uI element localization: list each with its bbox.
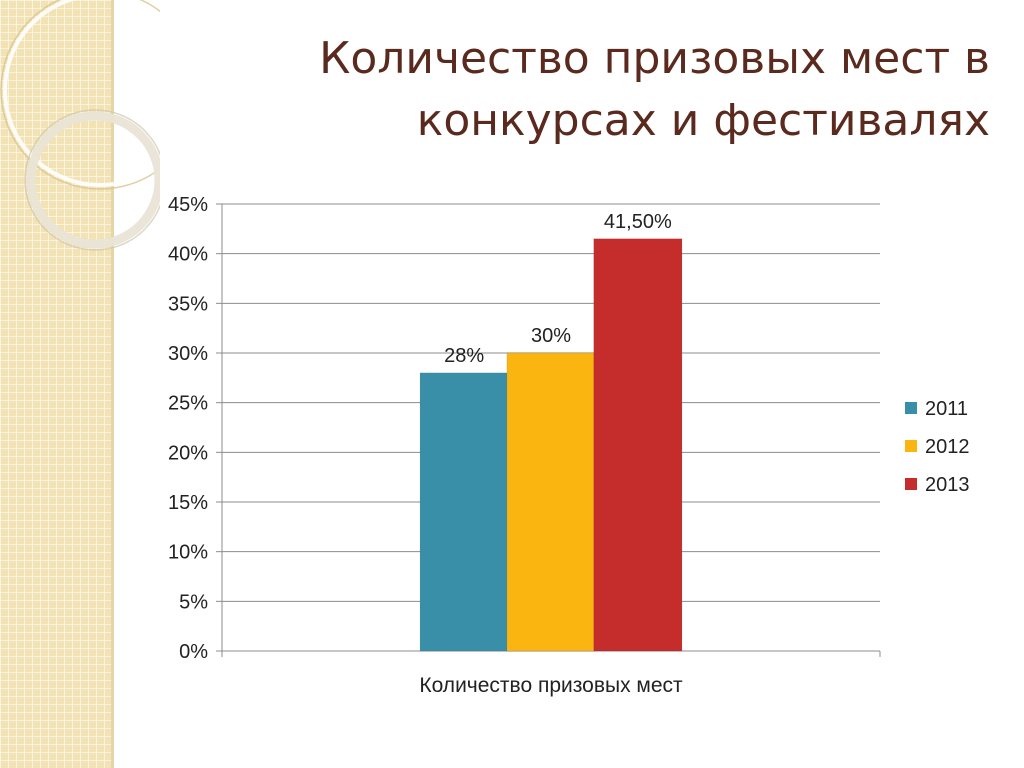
bar-2011 <box>419 372 509 652</box>
slide-title: Количество призовых мест в конкурсах и ф… <box>190 28 990 152</box>
decorative-circles <box>0 0 160 251</box>
data-label-2011: 28% <box>444 345 484 367</box>
y-tick-label: 20% <box>168 442 208 464</box>
legend-label-2013: 2013 <box>925 474 970 496</box>
legend-label-2012: 2012 <box>925 436 970 458</box>
y-tick-label: 30% <box>168 343 208 365</box>
chart-container: 0% 5% 10% 15% 20% 25% 30% 35% 40% 45% 28% 30% 41,50%… <box>130 180 1010 710</box>
y-tick-label: 0% <box>179 641 208 663</box>
legend-swatch-2013 <box>905 478 917 490</box>
y-tick-label: 35% <box>168 293 208 315</box>
y-tick-label: 15% <box>168 492 208 514</box>
legend-swatch-2011 <box>905 402 917 414</box>
data-label-2013: 41,50% <box>604 211 672 233</box>
y-tick-label: 45% <box>168 194 208 216</box>
bar-2012 <box>506 352 596 652</box>
title-line-2: конкурсах и фестивалях <box>416 95 990 146</box>
y-tick-label: 40% <box>168 244 208 266</box>
y-tick-label: 10% <box>168 542 208 564</box>
y-tick-label: 25% <box>168 393 208 415</box>
legend-label-2011: 2011 <box>925 398 968 420</box>
title-line-1: Количество призовых мест в <box>319 33 990 84</box>
x-axis-label: Количество призовых мест <box>419 674 683 697</box>
legend-swatch-2012 <box>905 440 917 452</box>
bar-2013 <box>593 238 683 652</box>
y-tick-label: 5% <box>179 591 208 613</box>
bar-chart: 0% 5% 10% 15% 20% 25% 30% 35% 40% 45% 28% 30% 41,50%… <box>168 194 970 697</box>
data-label-2012: 30% <box>531 325 571 347</box>
